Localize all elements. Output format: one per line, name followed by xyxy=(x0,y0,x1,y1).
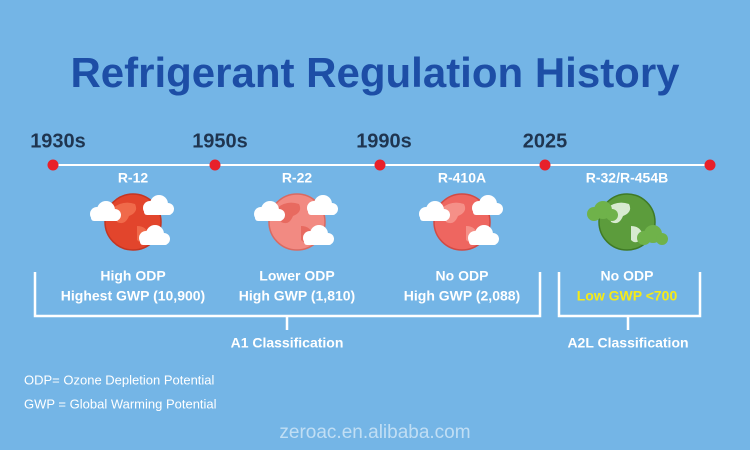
timeline-dots xyxy=(47,159,716,171)
globe xyxy=(587,193,668,251)
era-label: 1950s xyxy=(192,130,248,152)
refrigerant-name: R-12 xyxy=(118,170,149,186)
era-label: 2025 xyxy=(523,130,568,152)
watermark: zeroac.en.alibaba.com xyxy=(279,422,470,443)
note: GWP = Global Warming Potential xyxy=(24,396,217,411)
era-label: 1930s xyxy=(30,130,86,152)
globe xyxy=(254,193,338,251)
globe xyxy=(90,193,174,251)
title: Refrigerant Regulation History xyxy=(70,49,680,96)
globe xyxy=(419,193,503,251)
dot xyxy=(47,159,59,171)
group-label: A2L Classification xyxy=(567,335,688,351)
note: ODP= Ozone Depletion Potential xyxy=(24,372,215,387)
era-label: 1990s xyxy=(356,130,412,152)
odp: No ODP xyxy=(436,268,489,284)
bracket xyxy=(33,272,542,330)
odp: Lower ODP xyxy=(259,268,334,284)
gwp: High GWP (1,810) xyxy=(239,288,355,304)
refrigerant-name: R-22 xyxy=(282,170,313,186)
dot xyxy=(539,159,551,171)
gwp: Low GWP <700 xyxy=(577,288,678,304)
refrigerant-name: R-32/R-454B xyxy=(586,170,668,186)
dot xyxy=(374,159,386,171)
dot xyxy=(704,159,716,171)
bracket xyxy=(557,272,702,330)
gwp: Highest GWP (10,900) xyxy=(61,288,205,304)
gwp: High GWP (2,088) xyxy=(404,288,520,304)
refrigerant-name: R-410A xyxy=(438,170,486,186)
group-label: A1 Classification xyxy=(231,335,344,351)
dot xyxy=(209,159,221,171)
odp: No ODP xyxy=(601,268,654,284)
odp: High ODP xyxy=(100,268,165,284)
